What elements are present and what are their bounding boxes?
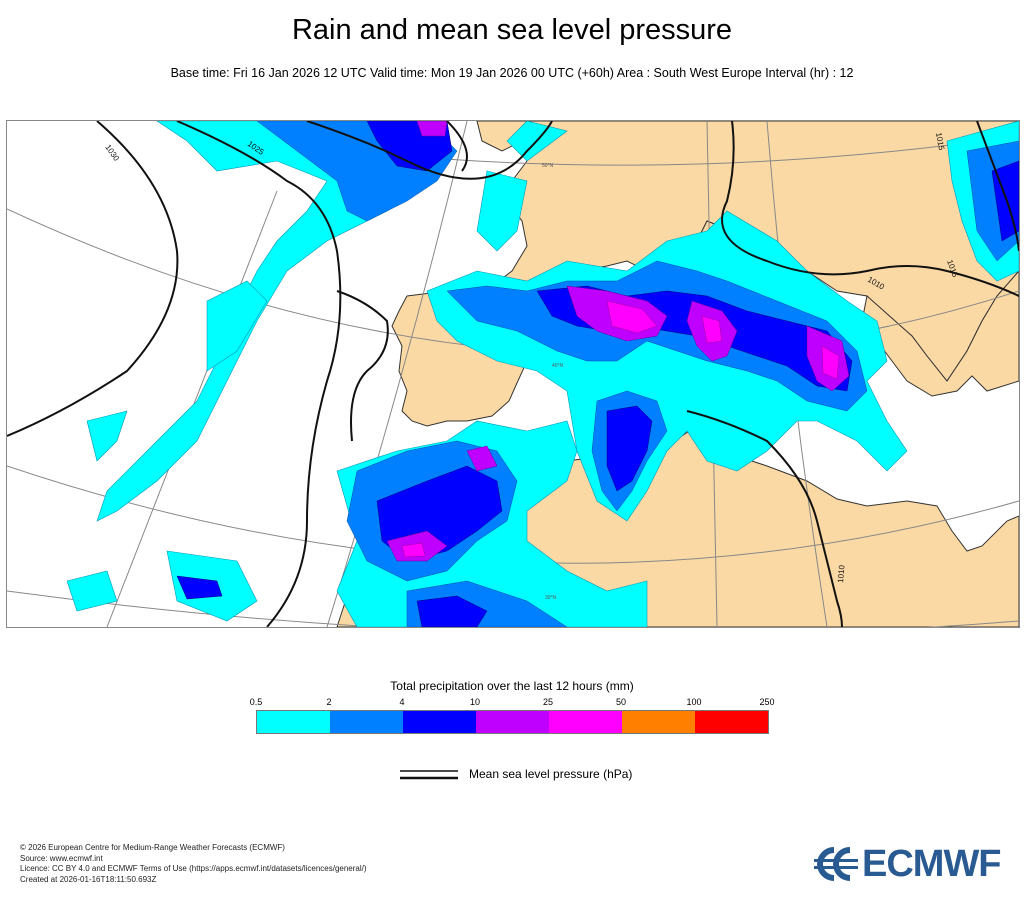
legend-tick: 2 — [326, 697, 332, 707]
msl-legend-label: Mean sea level pressure (hPa) — [469, 767, 633, 781]
chart-title: Rain and mean sea level pressure — [291, 14, 733, 46]
legend-swatch — [403, 711, 476, 733]
legend-swatch — [476, 711, 549, 733]
legend-tick: 100 — [686, 697, 702, 707]
legend-swatch — [622, 711, 695, 733]
ecmwf-logo: ECMWF — [812, 844, 1012, 884]
legend-tick: 250 — [759, 697, 775, 707]
precip-band-25-50 — [401, 300, 840, 558]
legend-swatch — [695, 711, 768, 733]
isobar-label: 1010 — [836, 564, 847, 583]
map-svg: 1030 1025 1015 1010 1015 1010 50°N 40°N … — [7, 121, 1019, 627]
legend-swatch — [549, 711, 622, 733]
footer-licence: Licence: CC BY 4.0 and ECMWF Terms of Us… — [20, 864, 367, 873]
footer-credits: © 2026 European Centre for Medium-Range … — [20, 843, 367, 885]
isobars — [7, 121, 1019, 627]
legend-title: Total precipitation over the last 12 hou… — [390, 679, 634, 693]
legend-swatch — [257, 711, 330, 733]
legend-ticks: 0.5 2 4 10 25 50 100 250 — [0, 697, 1024, 709]
legend-colorbar — [256, 710, 769, 734]
isobar-label: 1015 — [934, 132, 946, 152]
legend-tick: 10 — [469, 697, 481, 707]
footer-source: Source: www.ecmwf.int — [20, 853, 103, 863]
ecmwf-logo-icon — [814, 847, 858, 881]
legend-swatch — [330, 711, 403, 733]
isobar-label: 1030 — [103, 143, 121, 163]
legend-tick: 4 — [399, 697, 405, 707]
footer-copyright: © 2026 European Centre for Medium-Range … — [20, 843, 285, 852]
latitude-label: 30°N — [545, 595, 557, 601]
legend-tick: 25 — [542, 697, 554, 707]
msl-legend-line-icon — [400, 770, 458, 780]
footer-created: Created at 2026-01-16T18:11:50.693Z — [20, 874, 157, 884]
chart-subtitle: Base time: Fri 16 Jan 2026 12 UTC Valid … — [170, 66, 854, 80]
legend-tick: 50 — [615, 697, 627, 707]
latitude-label: 40°N — [552, 363, 564, 369]
latitude-label: 50°N — [542, 163, 554, 169]
land-balkans — [861, 270, 1019, 397]
ecmwf-logo-text: ECMWF — [862, 843, 1002, 885]
legend-tick: 0.5 — [249, 697, 263, 707]
weather-map: 1030 1025 1015 1010 1015 1010 50°N 40°N … — [6, 120, 1020, 628]
